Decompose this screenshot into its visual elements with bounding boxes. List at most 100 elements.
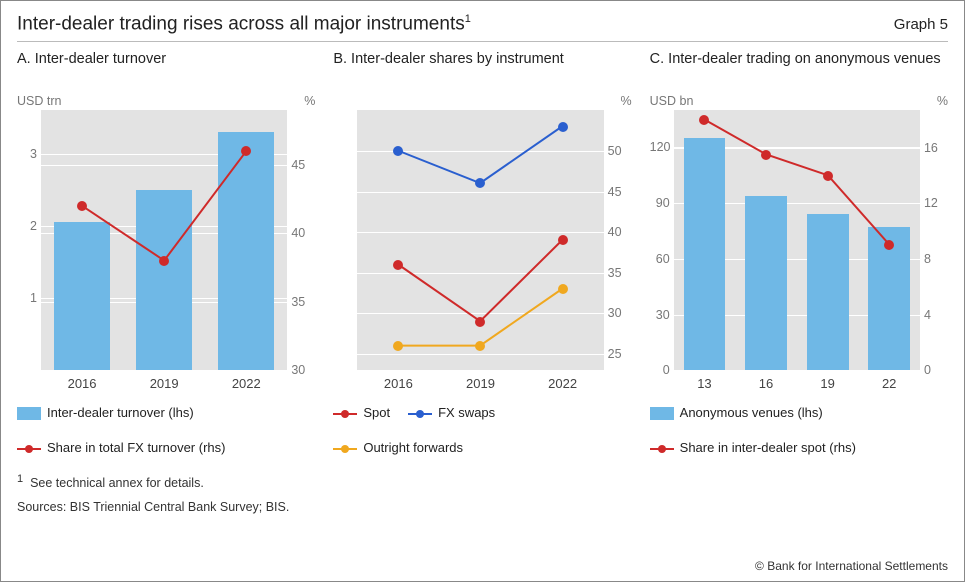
- panel-b-axis-labels: %: [333, 94, 631, 108]
- line-series: [357, 110, 603, 370]
- legend-item: Outright forwards: [333, 438, 463, 459]
- legend-swatch-line: [408, 407, 432, 421]
- y-tick-right: 25: [608, 347, 632, 361]
- panel-c-right-axis-label: %: [937, 94, 948, 108]
- line-marker: [475, 341, 485, 351]
- sources: Sources: BIS Triennial Central Bank Surv…: [17, 500, 948, 514]
- y-tick-left: 3: [17, 147, 37, 161]
- legend-item: Inter-dealer turnover (lhs): [17, 403, 194, 424]
- legend-swatch-bar: [17, 407, 41, 420]
- line-marker: [159, 256, 169, 266]
- panel-c-title: C. Inter-dealer trading on anonymous ven…: [650, 50, 948, 88]
- legend-swatch-bar: [650, 407, 674, 420]
- x-tick-label: 2022: [522, 376, 604, 391]
- x-tick-label: 13: [674, 376, 736, 391]
- panel-a-x-labels: 201620192022: [41, 376, 287, 391]
- panel-b-x-labels: 201620192022: [357, 376, 603, 391]
- line-marker: [241, 146, 251, 156]
- footnote: 1 See technical annex for details.: [17, 473, 948, 490]
- line-marker: [761, 150, 771, 160]
- header: Inter-dealer trading rises across all ma…: [17, 13, 948, 42]
- y-tick-left: 2: [17, 219, 37, 233]
- x-tick-label: 16: [735, 376, 797, 391]
- panel-c: C. Inter-dealer trading on anonymous ven…: [650, 50, 948, 459]
- legend-row: Spot FX swaps Outright forwards: [333, 403, 631, 459]
- legend-swatch-line: [333, 407, 357, 421]
- y-tick-left: 60: [650, 252, 670, 266]
- x-tick-label: 19: [797, 376, 859, 391]
- line-marker: [393, 341, 403, 351]
- x-tick-label: 22: [858, 376, 920, 391]
- y-tick-left: 120: [650, 140, 670, 154]
- y-tick-right: 0: [924, 363, 948, 377]
- panel-c-plot: [674, 110, 920, 370]
- copyright: © Bank for International Settlements: [755, 559, 948, 573]
- x-tick-label: 2016: [357, 376, 439, 391]
- y-tick-right: 4: [924, 308, 948, 322]
- legend-item: Share in inter-dealer spot (rhs): [650, 438, 856, 459]
- footnote-text: See technical annex for details.: [30, 476, 204, 490]
- legend-row: Inter-dealer turnover (lhs) Share in tota…: [17, 403, 315, 459]
- y-tick-left: 0: [650, 363, 670, 377]
- legend-swatch-line: [17, 442, 41, 456]
- graph-number: Graph 5: [894, 16, 948, 33]
- panel-b-plot-wrap: 201620192022 253035404550: [357, 110, 603, 391]
- panel-a-legend: Inter-dealer turnover (lhs) Share in tota…: [17, 403, 315, 459]
- legend-label: Outright forwards: [363, 438, 463, 459]
- line-marker: [558, 284, 568, 294]
- line-marker: [77, 201, 87, 211]
- x-tick-label: 2019: [123, 376, 205, 391]
- y-tick-right: 35: [608, 266, 632, 280]
- legend-item: Share in total FX turnover (rhs): [17, 438, 225, 459]
- panel-a-left-axis-label: USD trn: [17, 94, 61, 108]
- legend-label: Spot: [363, 403, 390, 424]
- y-tick-right: 45: [291, 158, 315, 172]
- legend-swatch-line: [333, 442, 357, 456]
- panel-c-plot-wrap: 13161922 03060901200481216: [674, 110, 920, 391]
- x-tick-label: 2022: [205, 376, 287, 391]
- panel-c-legend: Anonymous venues (lhs) Share in inter-dea…: [650, 403, 948, 459]
- line-series: [674, 110, 920, 370]
- y-tick-right: 40: [291, 226, 315, 240]
- y-tick-right: 12: [924, 196, 948, 210]
- legend-label: Anonymous venues (lhs): [680, 403, 823, 424]
- y-tick-right: 50: [608, 144, 632, 158]
- legend-label: Share in inter-dealer spot (rhs): [680, 438, 856, 459]
- footnote-marker: 1: [17, 473, 23, 485]
- panel-c-left-axis-label: USD bn: [650, 94, 694, 108]
- x-tick-label: 2019: [439, 376, 521, 391]
- legend-label: Share in total FX turnover (rhs): [47, 438, 225, 459]
- panel-c-axis-labels: USD bn %: [650, 94, 948, 108]
- legend-label: FX swaps: [438, 403, 495, 424]
- figure-container: Inter-dealer trading rises across all ma…: [0, 0, 965, 582]
- legend-item: FX swaps: [408, 403, 495, 424]
- legend-item: Anonymous venues (lhs): [650, 403, 823, 424]
- panel-b-title: B. Inter-dealer shares by instrument: [333, 50, 631, 88]
- panel-b-plot: [357, 110, 603, 370]
- panel-a-axis-labels: USD trn %: [17, 94, 315, 108]
- y-tick-right: 8: [924, 252, 948, 266]
- x-tick-label: 2016: [41, 376, 123, 391]
- y-tick-right: 30: [608, 306, 632, 320]
- grid-line: [674, 370, 920, 371]
- y-tick-right: 35: [291, 295, 315, 309]
- grid-line: [41, 370, 287, 371]
- line-marker: [699, 115, 709, 125]
- legend-swatch-line: [650, 442, 674, 456]
- figure-title: Inter-dealer trading rises across all ma…: [17, 13, 471, 35]
- title-text: Inter-dealer trading rises across all ma…: [17, 13, 465, 34]
- y-tick-right: 16: [924, 141, 948, 155]
- y-tick-left: 1: [17, 291, 37, 305]
- panel-a-plot: [41, 110, 287, 370]
- panel-b: B. Inter-dealer shares by instrument % 2…: [333, 50, 631, 459]
- legend-item: Spot: [333, 403, 390, 424]
- panels-row: A. Inter-dealer turnover USD trn % 20162…: [17, 50, 948, 459]
- title-superscript: 1: [465, 13, 471, 25]
- panel-a: A. Inter-dealer turnover USD trn % 20162…: [17, 50, 315, 459]
- panel-a-right-axis-label: %: [304, 94, 315, 108]
- panel-b-right-axis-label: %: [621, 94, 632, 108]
- y-tick-right: 40: [608, 225, 632, 239]
- panel-b-legend: Spot FX swaps Outright forwards: [333, 403, 631, 459]
- line-marker: [884, 240, 894, 250]
- panel-c-x-labels: 13161922: [674, 376, 920, 391]
